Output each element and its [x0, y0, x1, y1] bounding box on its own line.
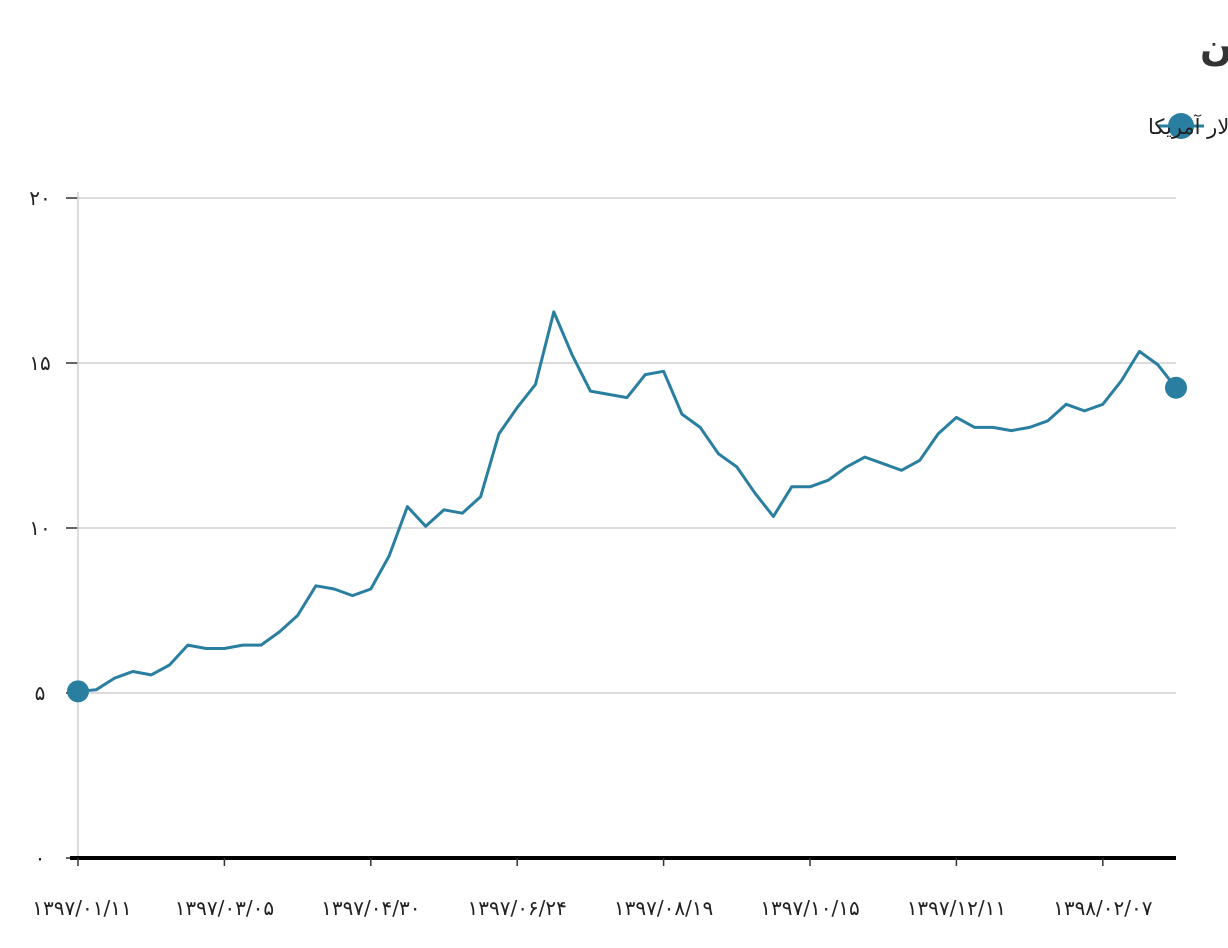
chart-title: قیمت هفتگی دلار در ایران: [1200, 25, 1228, 69]
x-tick-label: ۱۳۹۷/۱۰/۱۵: [760, 896, 859, 920]
y-tick-label: ۵: [35, 681, 46, 705]
x-tick-label: ۱۳۹۷/۰۳/۰۵: [175, 896, 274, 920]
series-start-point: [67, 680, 89, 703]
y-tick-label: ۲۰: [29, 186, 50, 210]
gridlines: [78, 197, 1176, 694]
x-tick-label: ۱۳۹۷/۰۴/۳۰: [321, 896, 420, 920]
x-tick-label: ۱۳۹۷/۰۱/۱۱: [32, 896, 131, 920]
x-tick-label: ۱۳۹۷/۱۲/۱۱: [907, 896, 1006, 920]
series-layer: [67, 310, 1187, 703]
x-axis-ticks: ۱۳۹۷/۰۱/۱۱ ۱۳۹۷/۰۳/۰۵ ۱۳۹۷/۰۴/۳۰ ۱۳۹۷/۰۶/۲۴…: [32, 858, 1153, 920]
y-tick-label: ۱۵: [29, 351, 50, 375]
series-line: [77, 310, 1178, 693]
x-tick-label: ۱۳۹۷/۰۸/۱۹: [614, 896, 713, 920]
y-tick-label: ۱۰: [29, 516, 50, 540]
y-axis-ticks: ۰ ۵ ۱۰ ۱۵ ۲۰: [29, 186, 78, 870]
legend: یک دلار آمریکا: [1148, 113, 1228, 139]
x-tick-label: ۱۳۹۷/۰۶/۲۴: [467, 896, 566, 920]
legend-swatch-dot: [1168, 113, 1194, 139]
series-end-point: [1165, 376, 1187, 399]
x-tick-label: ۱۳۹۸/۰۲/۰۷: [1053, 896, 1153, 920]
legend-label: یک دلار آمریکا: [1148, 114, 1228, 139]
y-tick-label: ۰: [35, 846, 46, 870]
